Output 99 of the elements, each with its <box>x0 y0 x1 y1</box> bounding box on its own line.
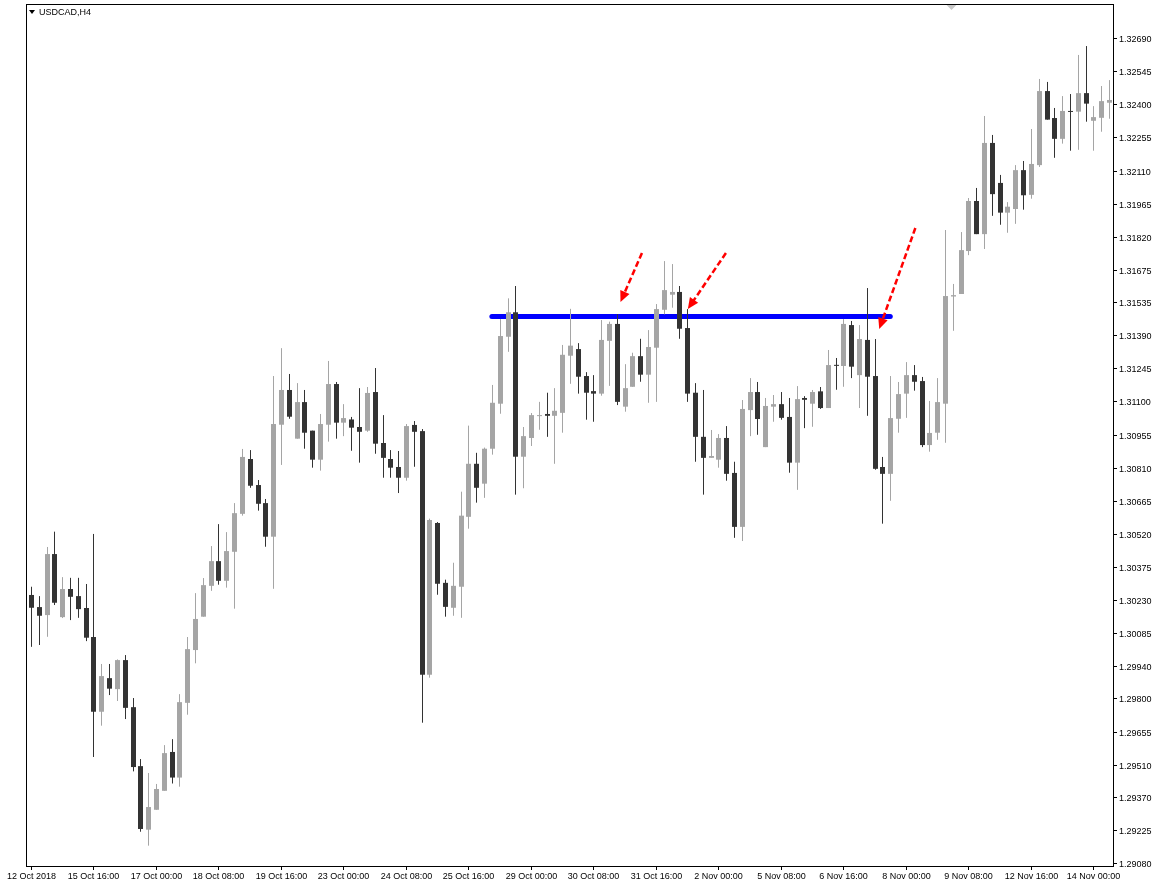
candlestick <box>1052 107 1057 159</box>
y-tick-label: 1.30085 <box>1119 628 1152 639</box>
candlestick <box>607 321 612 387</box>
candlestick <box>662 260 667 315</box>
y-tick-label: 1.29655 <box>1119 727 1152 738</box>
y-tick-label: 1.32545 <box>1119 66 1152 77</box>
y-tick-label: 1.31535 <box>1119 297 1152 308</box>
x-tick-label: 19 Oct 16:00 <box>255 871 308 881</box>
x-tick-label: 14 Nov 00:00 <box>1066 871 1121 881</box>
candlestick <box>1099 85 1104 133</box>
candlestick <box>670 263 675 309</box>
candlestick <box>779 391 784 421</box>
y-tick-label: 1.31390 <box>1119 330 1152 341</box>
candlestick <box>701 389 706 496</box>
candlestick <box>474 452 479 504</box>
candlestick <box>154 783 159 811</box>
candlestick <box>810 389 815 428</box>
x-tick-label: 24 Oct 08:00 <box>380 871 433 881</box>
candlestick <box>37 595 42 646</box>
candlestick <box>771 394 776 423</box>
candlestick <box>1076 54 1081 151</box>
y-tick-label: 1.29225 <box>1119 825 1152 836</box>
candlestick <box>146 772 151 847</box>
x-tick-label: 8 Nov 00:00 <box>882 871 931 881</box>
x-tick-label: 9 Nov 08:00 <box>944 871 993 881</box>
y-tick-label: 1.31965 <box>1119 199 1152 210</box>
candlestick <box>521 426 526 489</box>
x-tick-label: 5 Nov 08:00 <box>757 871 806 881</box>
y-tick-label: 1.29370 <box>1119 792 1152 803</box>
y-tick-label: 1.32690 <box>1119 33 1152 44</box>
candlestick <box>107 663 112 696</box>
y-tick-label: 1.32400 <box>1119 99 1152 110</box>
x-tick-label: 31 Oct 16:00 <box>630 871 683 881</box>
y-tick-label: 1.30665 <box>1119 496 1152 507</box>
x-tick-label: 29 Oct 00:00 <box>505 871 558 881</box>
candlestick <box>568 308 573 385</box>
candlestick <box>552 387 557 465</box>
candlestick <box>951 283 956 332</box>
candlestick <box>451 562 456 617</box>
candlestick <box>904 361 909 419</box>
x-tick-label: 15 Oct 16:00 <box>67 871 120 881</box>
candlestick <box>396 450 401 494</box>
candlestick <box>638 338 643 383</box>
candlestick <box>1068 93 1073 152</box>
candlestick <box>68 577 73 621</box>
candlestick <box>834 357 839 391</box>
y-tick-label: 1.30375 <box>1119 562 1152 573</box>
candlestick <box>216 523 221 586</box>
candlestick <box>529 412 534 447</box>
y-tick-label: 1.29510 <box>1119 760 1152 771</box>
x-tick-label: 17 Oct 00:00 <box>130 871 183 881</box>
candlestick <box>341 403 346 437</box>
y-tick-label: 1.30955 <box>1119 430 1152 441</box>
candlestick <box>880 456 885 525</box>
candlestick <box>381 414 386 479</box>
candlestick <box>802 395 807 429</box>
candlestick <box>76 577 81 619</box>
candlestick <box>256 479 261 512</box>
candlestick <box>818 386 823 410</box>
chart-title: USDCAD,H4 <box>39 7 92 17</box>
candlestick <box>412 420 417 468</box>
y-tick-label: 1.31100 <box>1119 396 1151 407</box>
candlestick <box>584 371 589 421</box>
candlestick <box>357 387 362 464</box>
candlestick <box>623 363 628 413</box>
x-tick-label: 12 Oct 2018 <box>6 871 57 881</box>
y-tick-label: 1.31245 <box>1119 363 1152 374</box>
x-tick-label: 12 Nov 16:00 <box>1004 871 1059 881</box>
y-tick-label: 1.32110 <box>1119 166 1151 177</box>
x-tick-label: 6 Nov 16:00 <box>819 871 868 881</box>
candlestick <box>1084 45 1089 123</box>
x-tick-label: 25 Oct 16:00 <box>442 871 495 881</box>
x-tick-label: 23 Oct 00:00 <box>317 871 370 881</box>
candlestick <box>1091 105 1096 152</box>
y-tick-label: 1.29940 <box>1119 661 1152 672</box>
candlestick <box>537 401 542 431</box>
candlestick <box>912 364 917 392</box>
candlestick <box>388 449 393 479</box>
y-tick-label: 1.32255 <box>1119 132 1152 143</box>
y-tick-label: 1.29800 <box>1119 693 1152 704</box>
candlestick <box>349 416 354 452</box>
candlestick <box>1005 201 1010 234</box>
candlestick <box>709 429 714 459</box>
x-tick-label: 18 Oct 08:00 <box>192 871 245 881</box>
y-tick-label: 1.30810 <box>1119 463 1152 474</box>
candlestick <box>545 392 550 438</box>
candlestick <box>716 433 721 469</box>
y-tick-label: 1.31675 <box>1119 265 1152 276</box>
x-tick-label: 30 Oct 08:00 <box>567 871 620 881</box>
candlestick <box>443 579 448 618</box>
y-tick-label: 1.30520 <box>1119 529 1152 540</box>
y-tick-label: 1.31820 <box>1119 232 1152 243</box>
y-tick-label: 1.30230 <box>1119 595 1152 606</box>
x-tick-label: 2 Nov 00:00 <box>694 871 743 881</box>
candlestick <box>748 377 753 437</box>
candlestick <box>591 374 596 423</box>
candlestick <box>927 400 932 453</box>
y-tick-label: 1.29080 <box>1119 858 1152 869</box>
candlestick <box>29 586 34 648</box>
